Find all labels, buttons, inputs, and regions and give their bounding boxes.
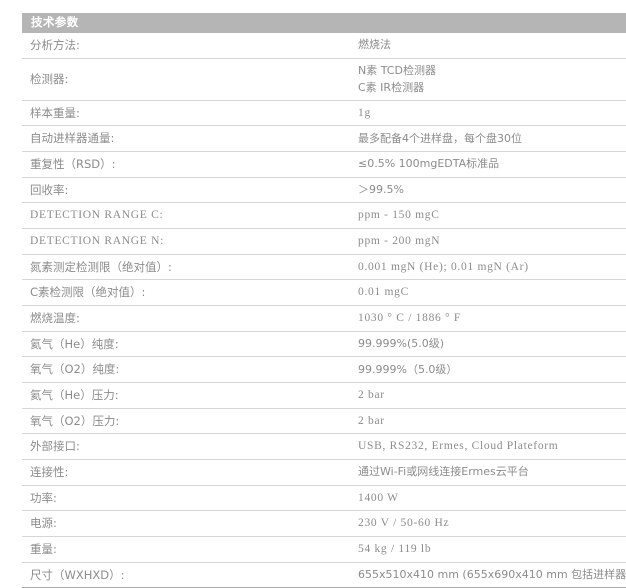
- spec-value: 通过Wi-Fi或网线连接Ermes云平台: [358, 459, 626, 485]
- spec-row: 自动进样器通量: 最多配备4个进样盘，每个盘30位: [22, 126, 626, 152]
- spec-value-line: 0.01 mgC: [358, 286, 409, 299]
- technical-specifications-sheet: 技术参数 分析方法: 燃烧法检测器: N素 TCD检测器 C素 IR检测器样本重量: 1…: [22, 13, 626, 588]
- spec-row: 重量: 54 kg / 119 lb: [22, 536, 626, 563]
- spec-value-line: 655x510x410 mm (655x690x410 mm 包括进样器): [358, 568, 626, 581]
- spec-value-line: ppm - 150 mgC: [358, 209, 440, 222]
- spec-row: 重复性（RSD）: ≤0.5% 100mgEDTA标准品: [22, 151, 626, 178]
- spec-row: DETECTION RANGE C: ppm - 150 mgC: [22, 203, 626, 229]
- spec-label: 连接性:: [30, 464, 69, 479]
- spec-label: DETECTION RANGE N:: [30, 234, 164, 247]
- spec-row: 电源: 230 V / 50-60 Hz: [22, 511, 626, 537]
- spec-row: 尺寸（WXHXD）: 655x510x410 mm (655x690x410 mm…: [22, 562, 626, 588]
- spec-value-line: 54 kg / 119 lb: [358, 542, 432, 555]
- spec-value: N素 TCD检测器 C素 IR检测器: [358, 58, 626, 100]
- spec-label: 氦气（He）纯度:: [30, 336, 119, 351]
- spec-value: 54 kg / 119 lb: [358, 536, 626, 562]
- spec-row: 功率: 1400 W: [22, 485, 626, 511]
- spec-value-line: 最多配备4个进样盘，每个盘30位: [358, 131, 522, 145]
- spec-value-line: 99.999%(5.0级): [358, 336, 445, 350]
- spec-value-line: USB, RS232, Ermes, Cloud Plateform: [358, 440, 559, 453]
- spec-row: 分析方法: 燃烧法: [22, 33, 626, 59]
- section-title: 技术参数: [31, 15, 79, 30]
- spec-label: 功率:: [30, 490, 57, 505]
- spec-label: 样本重量:: [30, 105, 80, 120]
- spec-value-line: 99.999%（5.0级）: [358, 362, 458, 376]
- spec-value: USB, RS232, Ermes, Cloud Plateform: [358, 434, 626, 460]
- spec-value-line: 2 bar: [358, 414, 385, 427]
- spec-value: ＞99.5%: [358, 177, 626, 203]
- spec-value-line: C素 IR检测器: [358, 80, 425, 94]
- spec-label: 重复性（RSD）:: [30, 156, 116, 171]
- spec-value-line: 通过Wi-Fi或网线连接Ermes云平台: [358, 465, 529, 479]
- section-header-bar: 技术参数: [22, 13, 626, 33]
- spec-row: 检测器: N素 TCD检测器 C素 IR检测器: [22, 58, 626, 101]
- spec-label: 氦气（He）压力:: [30, 387, 119, 402]
- spec-label: 电源:: [30, 516, 57, 531]
- spec-value: 655x510x410 mm (655x690x410 mm 包括进样器): [358, 562, 626, 588]
- spec-value: 最多配备4个进样盘，每个盘30位: [358, 126, 626, 152]
- spec-row: 氦气（He）压力: 2 bar: [22, 382, 626, 409]
- spec-value: 230 V / 50-60 Hz: [358, 511, 626, 537]
- spec-value: ppm - 150 mgC: [358, 203, 626, 229]
- spec-label: 外部接口:: [30, 439, 80, 454]
- spec-row: 回收率: ＞99.5%: [22, 177, 626, 203]
- spec-label: 回收率:: [30, 182, 69, 197]
- spec-label: 自动进样器通量:: [30, 131, 115, 146]
- spec-value: 1030 ° C / 1886 ° F: [358, 305, 626, 331]
- spec-label: 尺寸（WXHXD）:: [30, 567, 125, 582]
- spec-row: DETECTION RANGE N: ppm - 200 mgN: [22, 228, 626, 255]
- spec-label: 重量:: [30, 541, 57, 556]
- spec-row: 氧气（O2）压力: 2 bar: [22, 408, 626, 434]
- spec-value-line: ＞99.5%: [358, 182, 404, 196]
- spec-value-line: N素 TCD检测器: [358, 63, 436, 77]
- spec-value-line: 1g: [358, 106, 371, 119]
- spec-value-line: ≤0.5% 100mgEDTA标准品: [358, 157, 500, 171]
- spec-value: 2 bar: [358, 408, 626, 434]
- spec-row: C素检测限（绝对值）: 0.01 mgC: [22, 280, 626, 306]
- spec-row: 氮素测定检测限（绝对值）: 0.001 mgN (He); 0.01 mgN (A…: [22, 254, 626, 280]
- spec-value-line: ppm - 200 mgN: [358, 234, 441, 247]
- spec-value: ≤0.5% 100mgEDTA标准品: [358, 151, 626, 177]
- spec-value: 99.999%(5.0级): [358, 331, 626, 357]
- spec-value: 0.01 mgC: [358, 280, 626, 306]
- spec-label: 氮素测定检测限（绝对值）:: [30, 259, 172, 274]
- spec-value-line: 230 V / 50-60 Hz: [358, 517, 450, 530]
- spec-value: 燃烧法: [358, 33, 626, 58]
- spec-value-line: 1400 W: [358, 491, 399, 504]
- spec-label: 氧气（O2）压力:: [30, 413, 120, 428]
- specifications-table-body: 分析方法: 燃烧法检测器: N素 TCD检测器 C素 IR检测器样本重量: 1g 自动进样…: [22, 33, 626, 588]
- spec-value: 0.001 mgN (He); 0.01 mgN (Ar): [358, 254, 626, 280]
- specifications-table: 分析方法: 燃烧法检测器: N素 TCD检测器 C素 IR检测器样本重量: 1g 自动进样…: [22, 33, 626, 588]
- spec-label: 检测器:: [30, 71, 69, 86]
- spec-value: ppm - 200 mgN: [358, 228, 626, 254]
- spec-value: 99.999%（5.0级）: [358, 357, 626, 383]
- spec-value-line: 燃烧法: [358, 38, 391, 52]
- spec-row: 氧气（O2）纯度: 99.999%（5.0级）: [22, 357, 626, 383]
- spec-value: 1g: [358, 100, 626, 126]
- spec-value-line: 1030 ° C / 1886 ° F: [358, 311, 462, 324]
- spec-label: DETECTION RANGE C:: [30, 209, 164, 222]
- spec-label: C素检测限（绝对值）:: [30, 285, 146, 300]
- spec-row: 氦气（He）纯度: 99.999%(5.0级): [22, 331, 626, 357]
- spec-value: 1400 W: [358, 485, 626, 511]
- spec-label: 燃烧温度:: [30, 310, 80, 325]
- spec-value: 2 bar: [358, 382, 626, 408]
- spec-row: 燃烧温度: 1030 ° C / 1886 ° F: [22, 305, 626, 332]
- spec-row: 连接性: 通过Wi-Fi或网线连接Ermes云平台: [22, 459, 626, 486]
- spec-label: 氧气（O2）纯度:: [30, 362, 120, 377]
- spec-value-line: 2 bar: [358, 388, 385, 401]
- spec-value-line: 0.001 mgN (He); 0.01 mgN (Ar): [358, 260, 529, 273]
- spec-row: 外部接口: USB, RS232, Ermes, Cloud Plateform: [22, 434, 626, 460]
- spec-label: 分析方法:: [30, 38, 80, 52]
- spec-row: 样本重量: 1g: [22, 100, 626, 126]
